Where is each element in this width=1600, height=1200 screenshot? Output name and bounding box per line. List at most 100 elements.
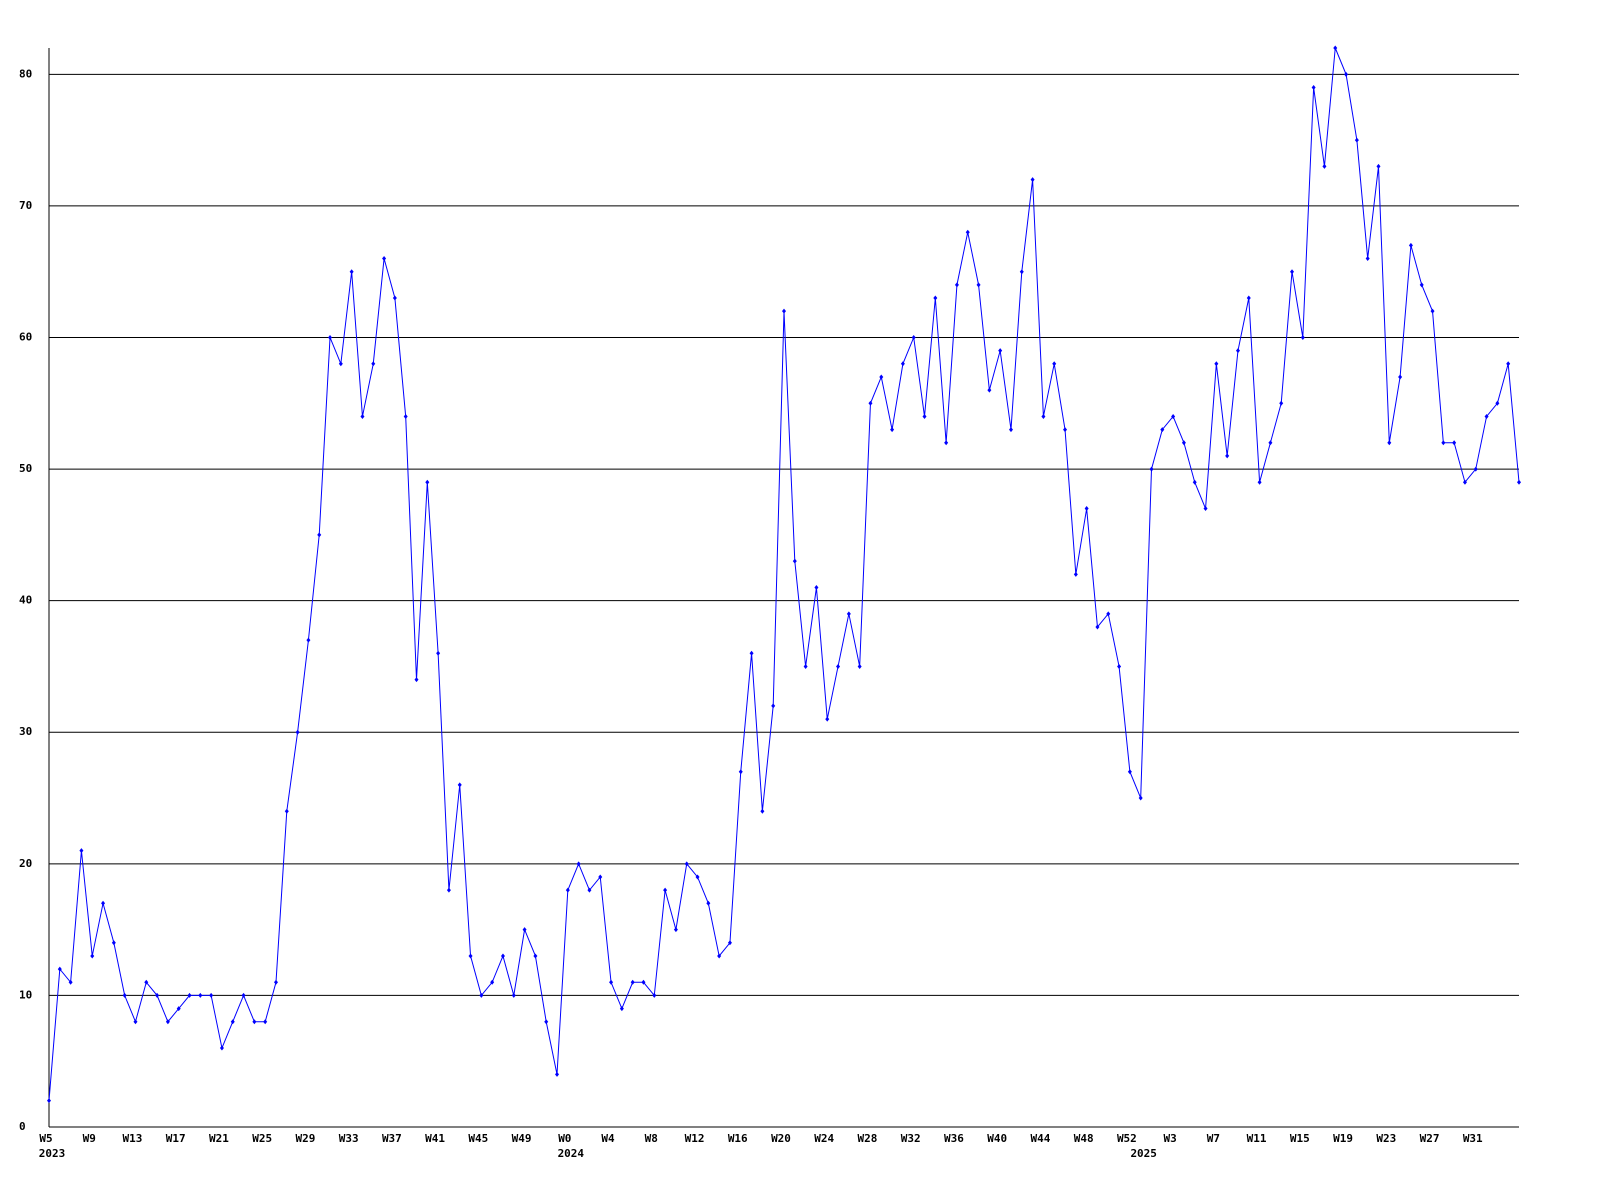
x-tick-label: W29 (295, 1132, 315, 1145)
x-tick-label: W45 (468, 1132, 488, 1145)
data-point (598, 874, 603, 880)
y-tick-label: 20 (19, 857, 32, 870)
data-point (500, 953, 505, 959)
y-tick-label: 40 (19, 594, 32, 607)
data-point (587, 887, 592, 893)
x-tick-label: W36 (944, 1132, 964, 1145)
data-point (511, 992, 516, 998)
x-tick-label: W9 (83, 1132, 96, 1145)
data-point (230, 1019, 235, 1025)
x-tick-label: W15 (1290, 1132, 1310, 1145)
data-point (1257, 479, 1262, 485)
data-point (1506, 361, 1511, 367)
data-point (446, 887, 451, 893)
data-point (803, 663, 808, 669)
x-tick-label: W16 (728, 1132, 748, 1145)
data-point (641, 979, 646, 985)
data-point (1084, 506, 1089, 512)
data-point (954, 282, 959, 288)
data-point (738, 769, 743, 775)
data-point (814, 585, 819, 590)
data-point (295, 729, 300, 735)
data-point (1171, 413, 1176, 419)
data-point (328, 334, 333, 340)
data-point (468, 953, 473, 959)
data-point (1117, 663, 1122, 669)
data-point (490, 979, 495, 985)
data-point (209, 992, 214, 998)
data-point (1300, 334, 1305, 340)
data-point (1041, 413, 1046, 419)
x-tick-label: W33 (339, 1132, 359, 1145)
x-tick-label: W21 (209, 1132, 229, 1145)
data-point (1106, 611, 1111, 617)
x-tick-label: W4 (601, 1132, 615, 1145)
x-tick-label: W17 (166, 1132, 186, 1145)
y-tick-label: 0 (19, 1120, 26, 1133)
data-point (727, 940, 732, 946)
data-point (1408, 242, 1413, 248)
data-point (1019, 269, 1024, 275)
x-tick-label: W19 (1333, 1132, 1353, 1145)
data-point (544, 1019, 549, 1025)
x-tick-label: W12 (685, 1132, 705, 1145)
data-point (425, 479, 430, 485)
data-point (1452, 440, 1457, 446)
data-point (619, 1006, 624, 1012)
data-point (1398, 374, 1403, 380)
data-point (382, 256, 387, 262)
data-point (673, 927, 678, 933)
data-point (857, 663, 862, 669)
data-point (1344, 71, 1349, 77)
data-point (706, 900, 711, 906)
data-point (1322, 163, 1327, 169)
data-point (144, 979, 149, 985)
data-point (111, 940, 116, 946)
x-tick-label: W37 (382, 1132, 402, 1145)
data-point (360, 413, 365, 419)
x-tick-label: W41 (425, 1132, 445, 1145)
data-point (1030, 177, 1035, 183)
data-point (565, 887, 570, 893)
data-point (695, 874, 700, 880)
data-point (1333, 45, 1338, 51)
x-year-label: 2024 (558, 1147, 585, 1160)
data-point (1354, 137, 1359, 143)
y-tick-label: 10 (19, 988, 32, 1001)
data-point (68, 979, 73, 985)
data-point (273, 979, 278, 985)
data-point (1095, 624, 1100, 630)
data-point (436, 650, 441, 656)
data-point (90, 953, 95, 959)
data-point (630, 979, 635, 985)
x-tick-label: W27 (1420, 1132, 1440, 1145)
data-point (976, 282, 981, 288)
data-point (155, 992, 160, 998)
data-point (836, 663, 841, 669)
x-tick-label: W24 (814, 1132, 834, 1145)
data-point (933, 295, 938, 301)
data-point (663, 887, 668, 893)
data-point (1441, 440, 1446, 446)
x-tick-label: W5 (39, 1132, 52, 1145)
y-tick-label: 30 (19, 725, 32, 738)
y-tick-label: 60 (19, 330, 32, 343)
data-point (219, 1045, 224, 1051)
x-tick-label: W0 (558, 1132, 571, 1145)
data-point (457, 782, 462, 788)
x-year-label: 2025 (1130, 1147, 1157, 1160)
x-tick-label: W7 (1207, 1132, 1220, 1145)
data-point (198, 992, 203, 998)
data-point (652, 992, 657, 998)
data-point (1430, 308, 1435, 314)
x-tick-label: W11 (1247, 1132, 1267, 1145)
data-point (792, 558, 797, 564)
data-point (609, 979, 614, 985)
data-point (1419, 282, 1424, 288)
data-point (890, 427, 895, 433)
x-tick-label: W28 (858, 1132, 878, 1145)
data-point (392, 295, 397, 301)
data-point (1181, 440, 1186, 446)
